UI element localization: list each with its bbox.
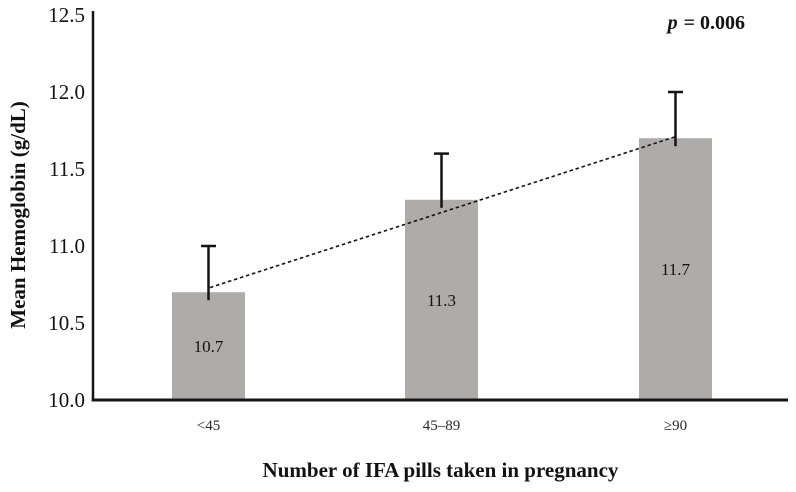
p-value-annotation: p = 0.006 [668,12,745,35]
x-axis-tick-label: <45 [197,418,220,434]
x-axis-title: Number of IFA pills taken in pregnancy [262,458,619,482]
x-axis-tick-label: ≥90 [664,418,687,434]
bar [639,138,712,400]
x-axis-tick-label: 45–89 [423,418,461,434]
y-axis-tick-label: 12.5 [48,3,85,27]
bar-value-label: 10.7 [194,337,224,356]
y-axis-tick-label: 12.0 [48,80,85,104]
p-value-text: = 0.006 [678,12,745,34]
y-axis-tick-label: 11.5 [49,157,85,181]
p-symbol: p [667,12,678,34]
bar [405,199,478,400]
y-axis-tick-label: 10.5 [48,311,85,335]
bar-value-label: 11.3 [427,291,456,310]
y-axis-tick-label: 10.0 [48,388,85,412]
bar-value-label: 11.7 [661,260,691,279]
y-axis-tick-label: 11.0 [49,234,85,258]
bar [172,292,245,400]
